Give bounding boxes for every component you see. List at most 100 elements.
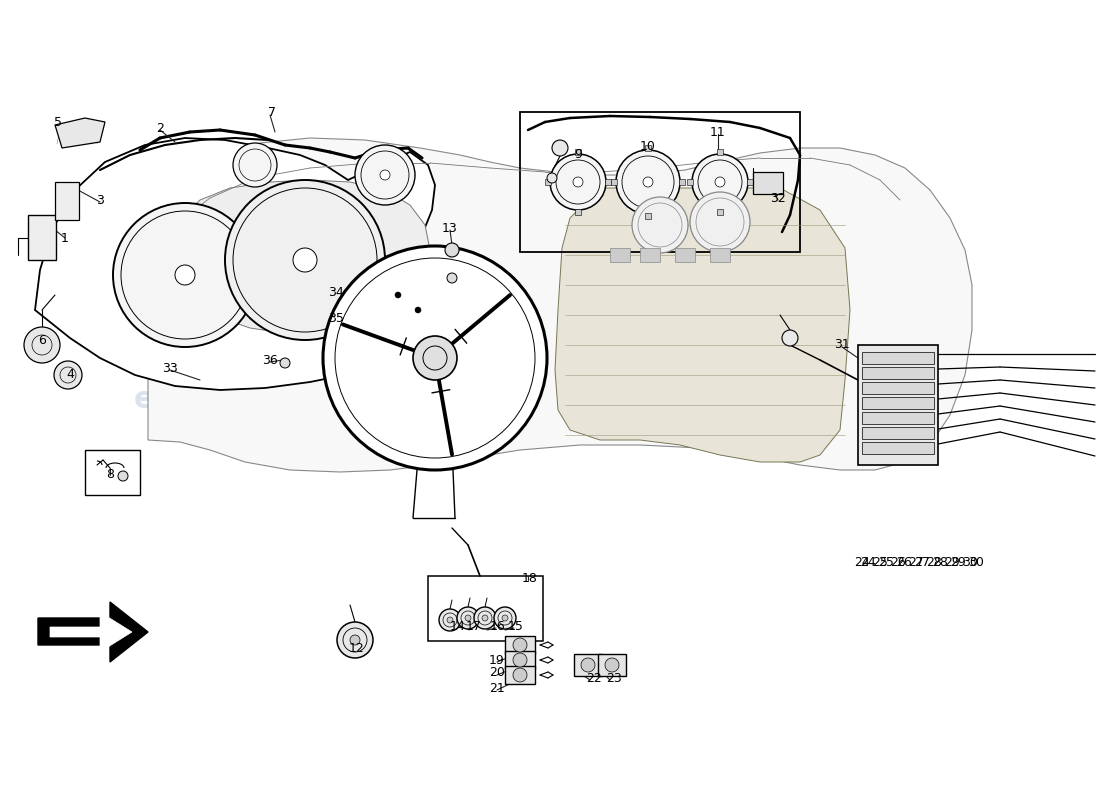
Text: 20: 20: [490, 666, 505, 679]
Circle shape: [226, 180, 385, 340]
Bar: [754, 172, 783, 194]
Bar: [679, 179, 685, 185]
Text: 1: 1: [62, 231, 69, 245]
Circle shape: [494, 607, 516, 629]
Polygon shape: [39, 602, 148, 662]
Bar: [505, 636, 535, 654]
Circle shape: [513, 653, 527, 667]
Circle shape: [280, 358, 290, 368]
Circle shape: [581, 658, 595, 672]
Circle shape: [24, 327, 60, 363]
Bar: [428, 576, 543, 641]
Circle shape: [337, 622, 373, 658]
Text: 24: 24: [854, 555, 870, 569]
Circle shape: [502, 615, 508, 621]
Text: 18: 18: [522, 571, 538, 585]
Circle shape: [474, 607, 496, 629]
Bar: [858, 345, 938, 465]
Bar: [688, 179, 693, 185]
Bar: [610, 179, 617, 185]
Circle shape: [395, 292, 402, 298]
Circle shape: [412, 304, 424, 316]
Text: 19: 19: [490, 654, 505, 666]
Text: 2: 2: [156, 122, 164, 134]
Circle shape: [573, 177, 583, 187]
Bar: [640, 248, 660, 262]
Bar: [717, 149, 723, 155]
Text: 23: 23: [606, 671, 621, 685]
Circle shape: [690, 192, 750, 252]
Text: 25: 25: [878, 555, 894, 569]
Text: 9: 9: [574, 149, 582, 162]
Circle shape: [715, 177, 725, 187]
Circle shape: [632, 197, 688, 253]
Bar: [574, 654, 602, 676]
Bar: [862, 382, 934, 394]
Circle shape: [415, 307, 421, 313]
Bar: [85, 450, 140, 495]
Bar: [575, 209, 581, 215]
Circle shape: [782, 330, 797, 346]
Text: 26: 26: [890, 555, 906, 569]
Text: 28: 28: [932, 555, 948, 569]
Bar: [675, 248, 695, 262]
Bar: [717, 209, 723, 215]
Bar: [575, 149, 581, 155]
Bar: [862, 442, 934, 454]
Text: 26: 26: [896, 555, 912, 569]
Text: 4: 4: [66, 369, 74, 382]
Bar: [598, 654, 626, 676]
Text: 12: 12: [349, 642, 365, 654]
Circle shape: [233, 143, 277, 187]
Circle shape: [175, 265, 195, 285]
Text: 5: 5: [54, 115, 62, 129]
Polygon shape: [55, 118, 104, 148]
Bar: [610, 248, 630, 262]
Text: 10: 10: [640, 141, 656, 154]
Bar: [605, 179, 610, 185]
Circle shape: [605, 658, 619, 672]
Bar: [544, 179, 551, 185]
Text: 22: 22: [586, 671, 602, 685]
Circle shape: [392, 289, 404, 301]
Bar: [862, 397, 934, 409]
Circle shape: [350, 635, 360, 645]
Text: 14: 14: [450, 619, 466, 633]
Circle shape: [379, 170, 390, 180]
Bar: [645, 145, 651, 151]
Text: 29: 29: [950, 555, 966, 569]
Text: 29: 29: [944, 555, 960, 569]
Bar: [505, 666, 535, 684]
Text: 7: 7: [268, 106, 276, 119]
Circle shape: [465, 615, 471, 621]
Text: 27: 27: [914, 555, 929, 569]
Circle shape: [118, 471, 128, 481]
Text: 34: 34: [328, 286, 344, 299]
Text: 11: 11: [711, 126, 726, 138]
Text: 24: 24: [860, 555, 876, 569]
Text: 31: 31: [834, 338, 850, 351]
Circle shape: [54, 361, 82, 389]
Circle shape: [552, 140, 568, 156]
Circle shape: [323, 246, 547, 470]
Polygon shape: [148, 138, 972, 472]
Circle shape: [446, 243, 459, 257]
Bar: [28, 215, 56, 260]
Text: eurospares: eurospares: [604, 395, 796, 425]
Text: 6: 6: [39, 334, 46, 346]
Bar: [862, 367, 934, 379]
Circle shape: [293, 248, 317, 272]
Text: 30: 30: [968, 555, 983, 569]
Bar: [862, 352, 934, 364]
Polygon shape: [50, 612, 132, 652]
Circle shape: [550, 154, 606, 210]
Bar: [747, 179, 754, 185]
Text: 21: 21: [490, 682, 505, 694]
Text: 28: 28: [926, 555, 942, 569]
Circle shape: [692, 154, 748, 210]
Circle shape: [482, 615, 488, 621]
Circle shape: [113, 203, 257, 347]
Text: 36: 36: [262, 354, 278, 366]
Text: 16: 16: [491, 619, 506, 633]
Circle shape: [447, 617, 453, 623]
